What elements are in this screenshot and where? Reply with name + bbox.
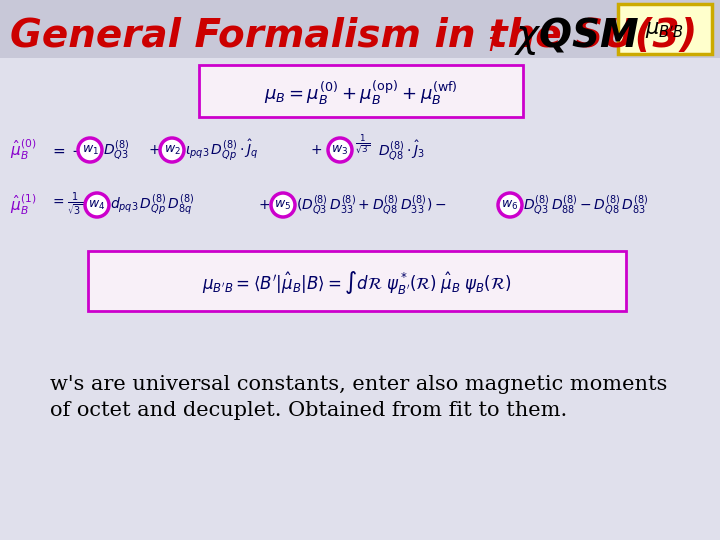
- Text: $D_{Q3}^{(8)}\,D_{88}^{(8)} - D_{Q8}^{(8)}\,D_{83}^{(8)}$: $D_{Q3}^{(8)}\,D_{88}^{(8)} - D_{Q8}^{(8…: [523, 193, 649, 217]
- Circle shape: [328, 138, 352, 162]
- Text: $\hat{\mu}_B^{(1)}$: $\hat{\mu}_B^{(1)}$: [10, 193, 36, 218]
- Text: $\chi$QSM: $\chi$QSM: [502, 15, 639, 57]
- Text: $\frac{1}{\sqrt{3}}$: $\frac{1}{\sqrt{3}}$: [355, 132, 370, 156]
- Text: $D_{Q3}^{(8)}$: $D_{Q3}^{(8)}$: [103, 138, 130, 161]
- Text: $w_5$: $w_5$: [274, 198, 292, 212]
- Circle shape: [498, 193, 522, 217]
- Text: $= -$: $= -$: [50, 143, 85, 158]
- Text: $\mu_{B^\prime B}$: $\mu_{B^\prime B}$: [646, 20, 685, 40]
- Text: $w_2$: $w_2$: [163, 144, 181, 157]
- Text: $w_6$: $w_6$: [501, 198, 518, 212]
- Text: $(D_{Q3}^{(8)}\,D_{33}^{(8)} + D_{Q8}^{(8)}\,D_{33}^{(8)}) -$: $(D_{Q3}^{(8)}\,D_{33}^{(8)} + D_{Q8}^{(…: [296, 193, 446, 217]
- Text: w's are universal constants, enter also magnetic moments: w's are universal constants, enter also …: [50, 375, 667, 395]
- FancyBboxPatch shape: [0, 0, 720, 58]
- Text: $D_{Q8}^{(8)}\cdot\hat{J}_3$: $D_{Q8}^{(8)}\cdot\hat{J}_3$: [378, 138, 426, 162]
- Text: General Formalism in the SU(3): General Formalism in the SU(3): [10, 17, 697, 55]
- FancyBboxPatch shape: [199, 65, 523, 117]
- Circle shape: [160, 138, 184, 162]
- Circle shape: [78, 138, 102, 162]
- Text: $+$: $+$: [148, 143, 160, 157]
- Text: $\mu_B = \mu_B^{(0)} + \mu_B^{(\mathrm{op})} + \mu_B^{(\mathrm{wf})}$: $\mu_B = \mu_B^{(0)} + \mu_B^{(\mathrm{o…: [264, 79, 458, 107]
- Text: $w_4$: $w_4$: [89, 198, 106, 212]
- FancyBboxPatch shape: [88, 251, 626, 311]
- Text: $f$: $f$: [487, 32, 501, 56]
- Text: $+$: $+$: [310, 143, 322, 157]
- FancyBboxPatch shape: [618, 4, 712, 54]
- Text: $w_3$: $w_3$: [331, 144, 348, 157]
- Text: $\iota_{pq3}\,D_{Qp}^{(8)}\cdot\hat{J}_q$: $\iota_{pq3}\,D_{Qp}^{(8)}\cdot\hat{J}_q…: [185, 138, 258, 163]
- Text: $=\frac{1}{\sqrt{3}}$: $=\frac{1}{\sqrt{3}}$: [50, 191, 83, 219]
- Text: $w_1$: $w_1$: [81, 144, 99, 157]
- Text: $+$: $+$: [258, 198, 270, 212]
- Text: $d_{pq3}\,D_{Qp}^{(8)}\,D_{8q}^{(8)}$: $d_{pq3}\,D_{Qp}^{(8)}\,D_{8q}^{(8)}$: [110, 193, 194, 217]
- Text: of octet and decuplet. Obtained from fit to them.: of octet and decuplet. Obtained from fit…: [50, 401, 567, 420]
- Text: $\hat{\mu}_B^{(0)}$: $\hat{\mu}_B^{(0)}$: [10, 138, 36, 163]
- Circle shape: [85, 193, 109, 217]
- Circle shape: [271, 193, 295, 217]
- Text: $\mu_{B^\prime B} = \langle B^\prime|\hat{\mu}_B|B\rangle = \int d\mathcal{R}\;\: $\mu_{B^\prime B} = \langle B^\prime|\ha…: [202, 268, 512, 295]
